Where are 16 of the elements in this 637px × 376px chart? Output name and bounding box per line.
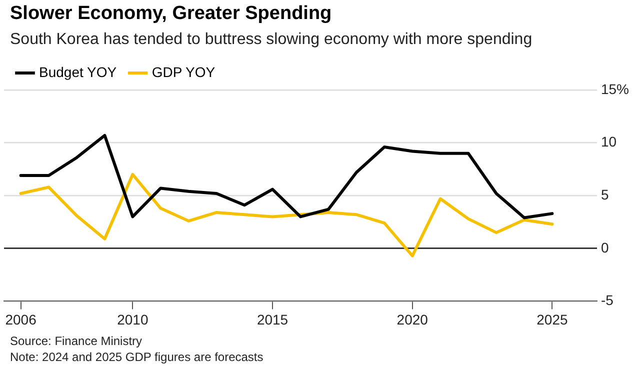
y-tick-label: 0	[600, 239, 609, 256]
legend-label: Budget YOY	[39, 64, 118, 80]
chart-title: Slower Economy, Greater Spending	[10, 3, 332, 25]
text: Note: 2024 and 2025 GDP figures are forecasts	[10, 349, 264, 365]
x-tick-label: 2006	[5, 311, 37, 328]
y-tick-label: -5	[600, 292, 614, 308]
x-tick-label: 2015	[256, 311, 288, 328]
legend-label: GDP YOY	[152, 64, 216, 80]
x-tick-label: 2020	[396, 311, 428, 328]
x-tick-label: 2010	[117, 311, 148, 328]
chart-subtitle: South Korea has tended to buttress slowing economy with more spending	[10, 31, 532, 49]
y-tick-label: 5	[600, 186, 609, 202]
y-tick-label: 10	[600, 134, 617, 150]
source-note: Source: Finance Ministry	[10, 333, 144, 349]
y-tick-label: 15%	[600, 80, 630, 97]
x-tick-label: 2025	[536, 311, 568, 328]
